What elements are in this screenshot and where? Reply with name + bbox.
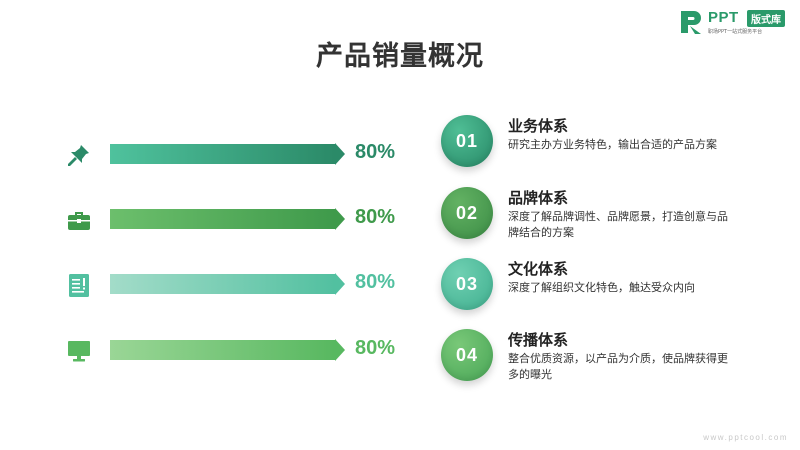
progress-value: 80%	[355, 271, 396, 293]
progress-row: 80%	[66, 337, 406, 362]
progress-bar	[110, 274, 335, 294]
progress-row: 80%	[66, 206, 406, 231]
progress-arrow	[335, 208, 345, 230]
list-item: 03 文化体系 深度了解组织文化特色，触达受众内向	[441, 258, 771, 318]
progress-bar	[110, 209, 335, 229]
number-circle	[441, 258, 493, 310]
item-title: 传播体系	[508, 331, 569, 349]
progress-arrow	[335, 339, 345, 361]
briefcase-icon	[68, 212, 90, 230]
progress-row: 80%	[66, 141, 406, 166]
item-description: 研究主办方业务特色，输出合适的产品方案	[508, 138, 717, 151]
item-number: 03	[455, 274, 479, 294]
list-item: 02 品牌体系 深度了解品牌调性、品牌愿景，打造创意与品牌结合的方案	[441, 187, 771, 247]
logo-text: PPT	[708, 9, 739, 26]
progress-row: 80%	[66, 271, 406, 297]
page-title: 产品销量概况	[316, 41, 484, 72]
progress-value: 80%	[355, 141, 396, 163]
brand-logo: PPT 版式库 职场PPT一站式服务平台	[679, 9, 795, 37]
logo-badge: 版式库	[747, 10, 785, 27]
logo-mark-icon	[681, 11, 701, 34]
pushpin-icon	[68, 145, 89, 166]
list-item: 01 业务体系 研究主办方业务特色，输出合适的产品方案	[441, 115, 771, 175]
item-number: 04	[455, 345, 479, 365]
item-title: 文化体系	[508, 260, 569, 278]
document-icon	[69, 274, 89, 297]
list-item: 04 传播体系 整合优质资源，以产品为介质，使品牌获得更多的曝光	[441, 329, 771, 389]
number-circle	[441, 329, 493, 381]
footer-url: www.pptcool.com	[703, 433, 788, 442]
item-number: 02	[455, 203, 479, 223]
item-description: 深度了解组织文化特色，触达受众内向	[508, 281, 695, 294]
progress-value: 80%	[355, 206, 396, 228]
item-description: 整合优质资源，以产品为介质，使品牌获得更多的曝光	[508, 352, 728, 381]
monitor-icon	[68, 341, 90, 362]
item-description: 深度了解品牌调性、品牌愿景，打造创意与品牌结合的方案	[508, 210, 728, 239]
number-circle	[441, 187, 493, 239]
item-number: 01	[455, 131, 479, 151]
item-title: 业务体系	[508, 117, 569, 135]
progress-arrow	[335, 273, 345, 295]
progress-bar	[110, 144, 335, 164]
progress-value: 80%	[355, 337, 396, 359]
progress-arrow	[335, 143, 345, 165]
number-circle	[441, 115, 493, 167]
logo-subtitle: 职场PPT一站式服务平台	[708, 29, 763, 35]
progress-bar	[110, 340, 335, 360]
item-title: 品牌体系	[508, 189, 569, 207]
